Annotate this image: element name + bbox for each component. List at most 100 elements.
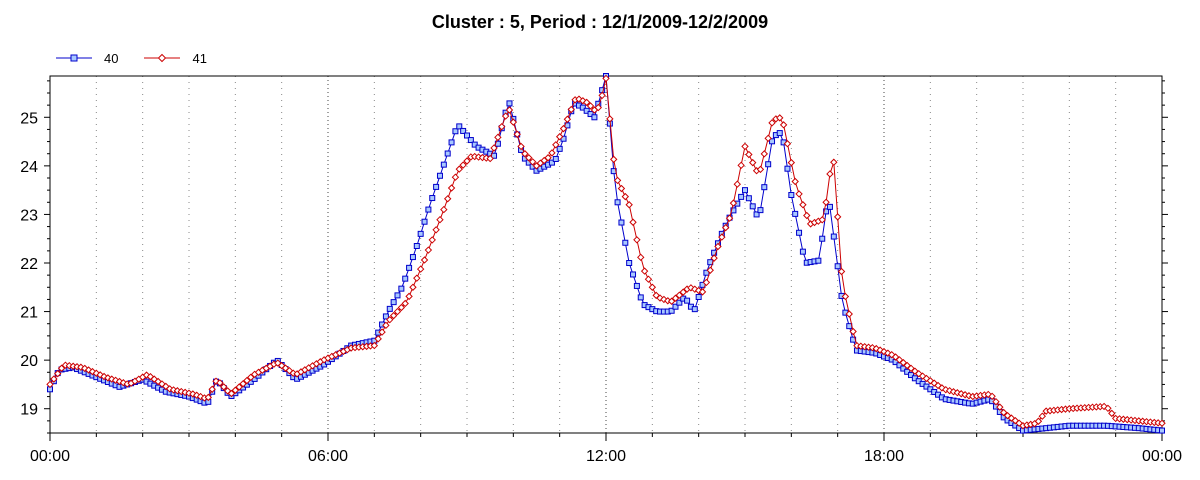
data-point-41: [679, 288, 687, 296]
y-tick-label: 21: [20, 305, 38, 322]
data-point-40: [398, 285, 405, 292]
data-point-40: [691, 306, 698, 313]
data-point-41: [1104, 404, 1112, 413]
data-point-40: [703, 269, 710, 276]
data-point-41: [992, 397, 1000, 406]
data-point-41: [247, 373, 255, 382]
data-point-41: [791, 177, 799, 186]
data-point-40: [761, 184, 768, 191]
data-point-41: [671, 294, 680, 302]
data-point-41: [501, 112, 510, 120]
data-point-40: [826, 203, 833, 210]
data-point-41: [621, 192, 630, 201]
data-point-40: [471, 141, 478, 148]
x-tick-label: 00:00: [1142, 448, 1182, 465]
data-point-41: [702, 278, 711, 287]
data-point-41: [490, 144, 498, 152]
data-point-41: [409, 283, 417, 291]
data-point-41: [57, 364, 66, 372]
data-point-41: [1158, 419, 1166, 427]
data-point-41: [845, 310, 853, 318]
data-point-41: [486, 154, 494, 163]
data-point-41: [1108, 409, 1116, 418]
data-point-40: [460, 127, 467, 134]
legend-label-41: 41: [192, 50, 207, 66]
data-point-40: [742, 187, 748, 194]
data-point-41: [725, 214, 734, 222]
data-point-40: [618, 219, 625, 226]
data-point-40: [676, 299, 683, 306]
data-point-41: [779, 121, 788, 129]
data-point-41: [401, 299, 409, 308]
data-point-40: [452, 128, 459, 135]
data-point-41: [397, 303, 406, 312]
data-point-40: [548, 159, 555, 166]
data-point-41: [559, 124, 568, 133]
data-point-41: [787, 158, 796, 167]
data-point-40: [390, 299, 397, 306]
data-point-40: [684, 297, 691, 304]
data-point-40: [830, 233, 837, 240]
data-point-41: [505, 106, 514, 114]
data-point-40: [626, 260, 633, 266]
data-point-40: [552, 155, 559, 162]
data-point-40: [745, 195, 752, 202]
legend-swatch-blue-square-icon: [56, 54, 92, 62]
data-point-41: [582, 98, 591, 107]
data-point-41: [745, 150, 753, 159]
data-point-40: [556, 145, 563, 152]
data-point-41: [382, 321, 390, 330]
data-point-41: [1038, 412, 1047, 420]
data-point-40: [788, 192, 795, 198]
data-point-41: [413, 274, 421, 282]
data-point-41: [443, 195, 452, 203]
data-point-41: [525, 154, 533, 162]
data-point-41: [733, 180, 741, 188]
data-point-40: [738, 193, 745, 200]
data-point-41: [239, 380, 247, 388]
data-point-41: [625, 201, 633, 209]
data-point-40: [633, 282, 640, 289]
data-point-41: [544, 154, 552, 162]
data-point-40: [757, 207, 764, 214]
data-point-41: [999, 408, 1008, 417]
data-point-41: [498, 122, 506, 131]
legend-entry-40[interactable]: 40: [56, 51, 118, 66]
data-point-41: [598, 91, 606, 100]
legend-entry-41[interactable]: 41: [144, 50, 207, 66]
data-point-41: [617, 184, 626, 193]
data-point-41: [494, 133, 502, 142]
data-point-41: [54, 369, 62, 378]
data-point-41: [586, 102, 595, 110]
data-point-40: [784, 165, 791, 172]
y-tick-label: 25: [20, 110, 38, 127]
data-point-41: [405, 292, 413, 301]
data-point-41: [563, 115, 572, 123]
data-point-41: [637, 253, 645, 262]
data-point-41: [988, 392, 996, 401]
data-point-41: [799, 201, 807, 209]
data-point-40: [672, 303, 679, 310]
data-point-40: [386, 305, 393, 312]
series-line-40: [49, 75, 1163, 432]
y-tick-label: 20: [20, 353, 38, 370]
data-point-41: [528, 158, 537, 166]
data-point-41: [548, 149, 556, 157]
data-point-41: [818, 216, 826, 224]
data-point-40: [730, 207, 737, 214]
data-point-40: [834, 263, 841, 270]
data-point-41: [440, 205, 448, 214]
data-point-41: [996, 403, 1004, 411]
y-tick-label: 23: [20, 207, 38, 224]
data-point-41: [386, 315, 394, 324]
data-point-41: [610, 155, 618, 164]
data-point-41: [760, 150, 769, 158]
data-point-40: [769, 138, 776, 145]
data-point-41: [204, 393, 213, 402]
x-tick-label: 00:00: [30, 448, 70, 465]
data-point-41: [602, 74, 610, 83]
legend-label-40: 40: [104, 50, 119, 66]
data-point-41: [667, 297, 676, 305]
data-point-41: [374, 335, 382, 343]
